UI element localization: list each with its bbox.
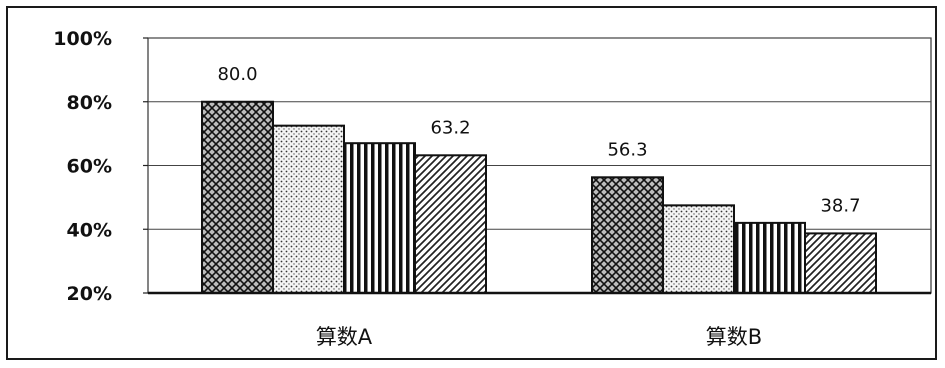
data-label: 38.7 <box>820 195 860 216</box>
y-tick-label: 80% <box>67 92 112 114</box>
data-label: 63.2 <box>430 117 470 138</box>
bar <box>272 124 345 294</box>
y-tick-label: 40% <box>67 219 112 241</box>
y-tick-label: 20% <box>67 283 112 305</box>
bar <box>343 142 416 294</box>
bar <box>804 232 877 295</box>
bar <box>591 176 664 294</box>
y-tick-label: 60% <box>67 156 112 178</box>
bar <box>662 204 735 294</box>
bar <box>201 100 274 294</box>
bar <box>733 221 806 294</box>
data-label: 80.0 <box>217 64 257 85</box>
x-tick-label: 算数B <box>706 325 762 349</box>
data-label: 56.3 <box>607 139 647 160</box>
bar <box>414 154 487 294</box>
y-tick-label: 100% <box>53 28 112 50</box>
x-tick-label: 算数A <box>316 325 373 349</box>
